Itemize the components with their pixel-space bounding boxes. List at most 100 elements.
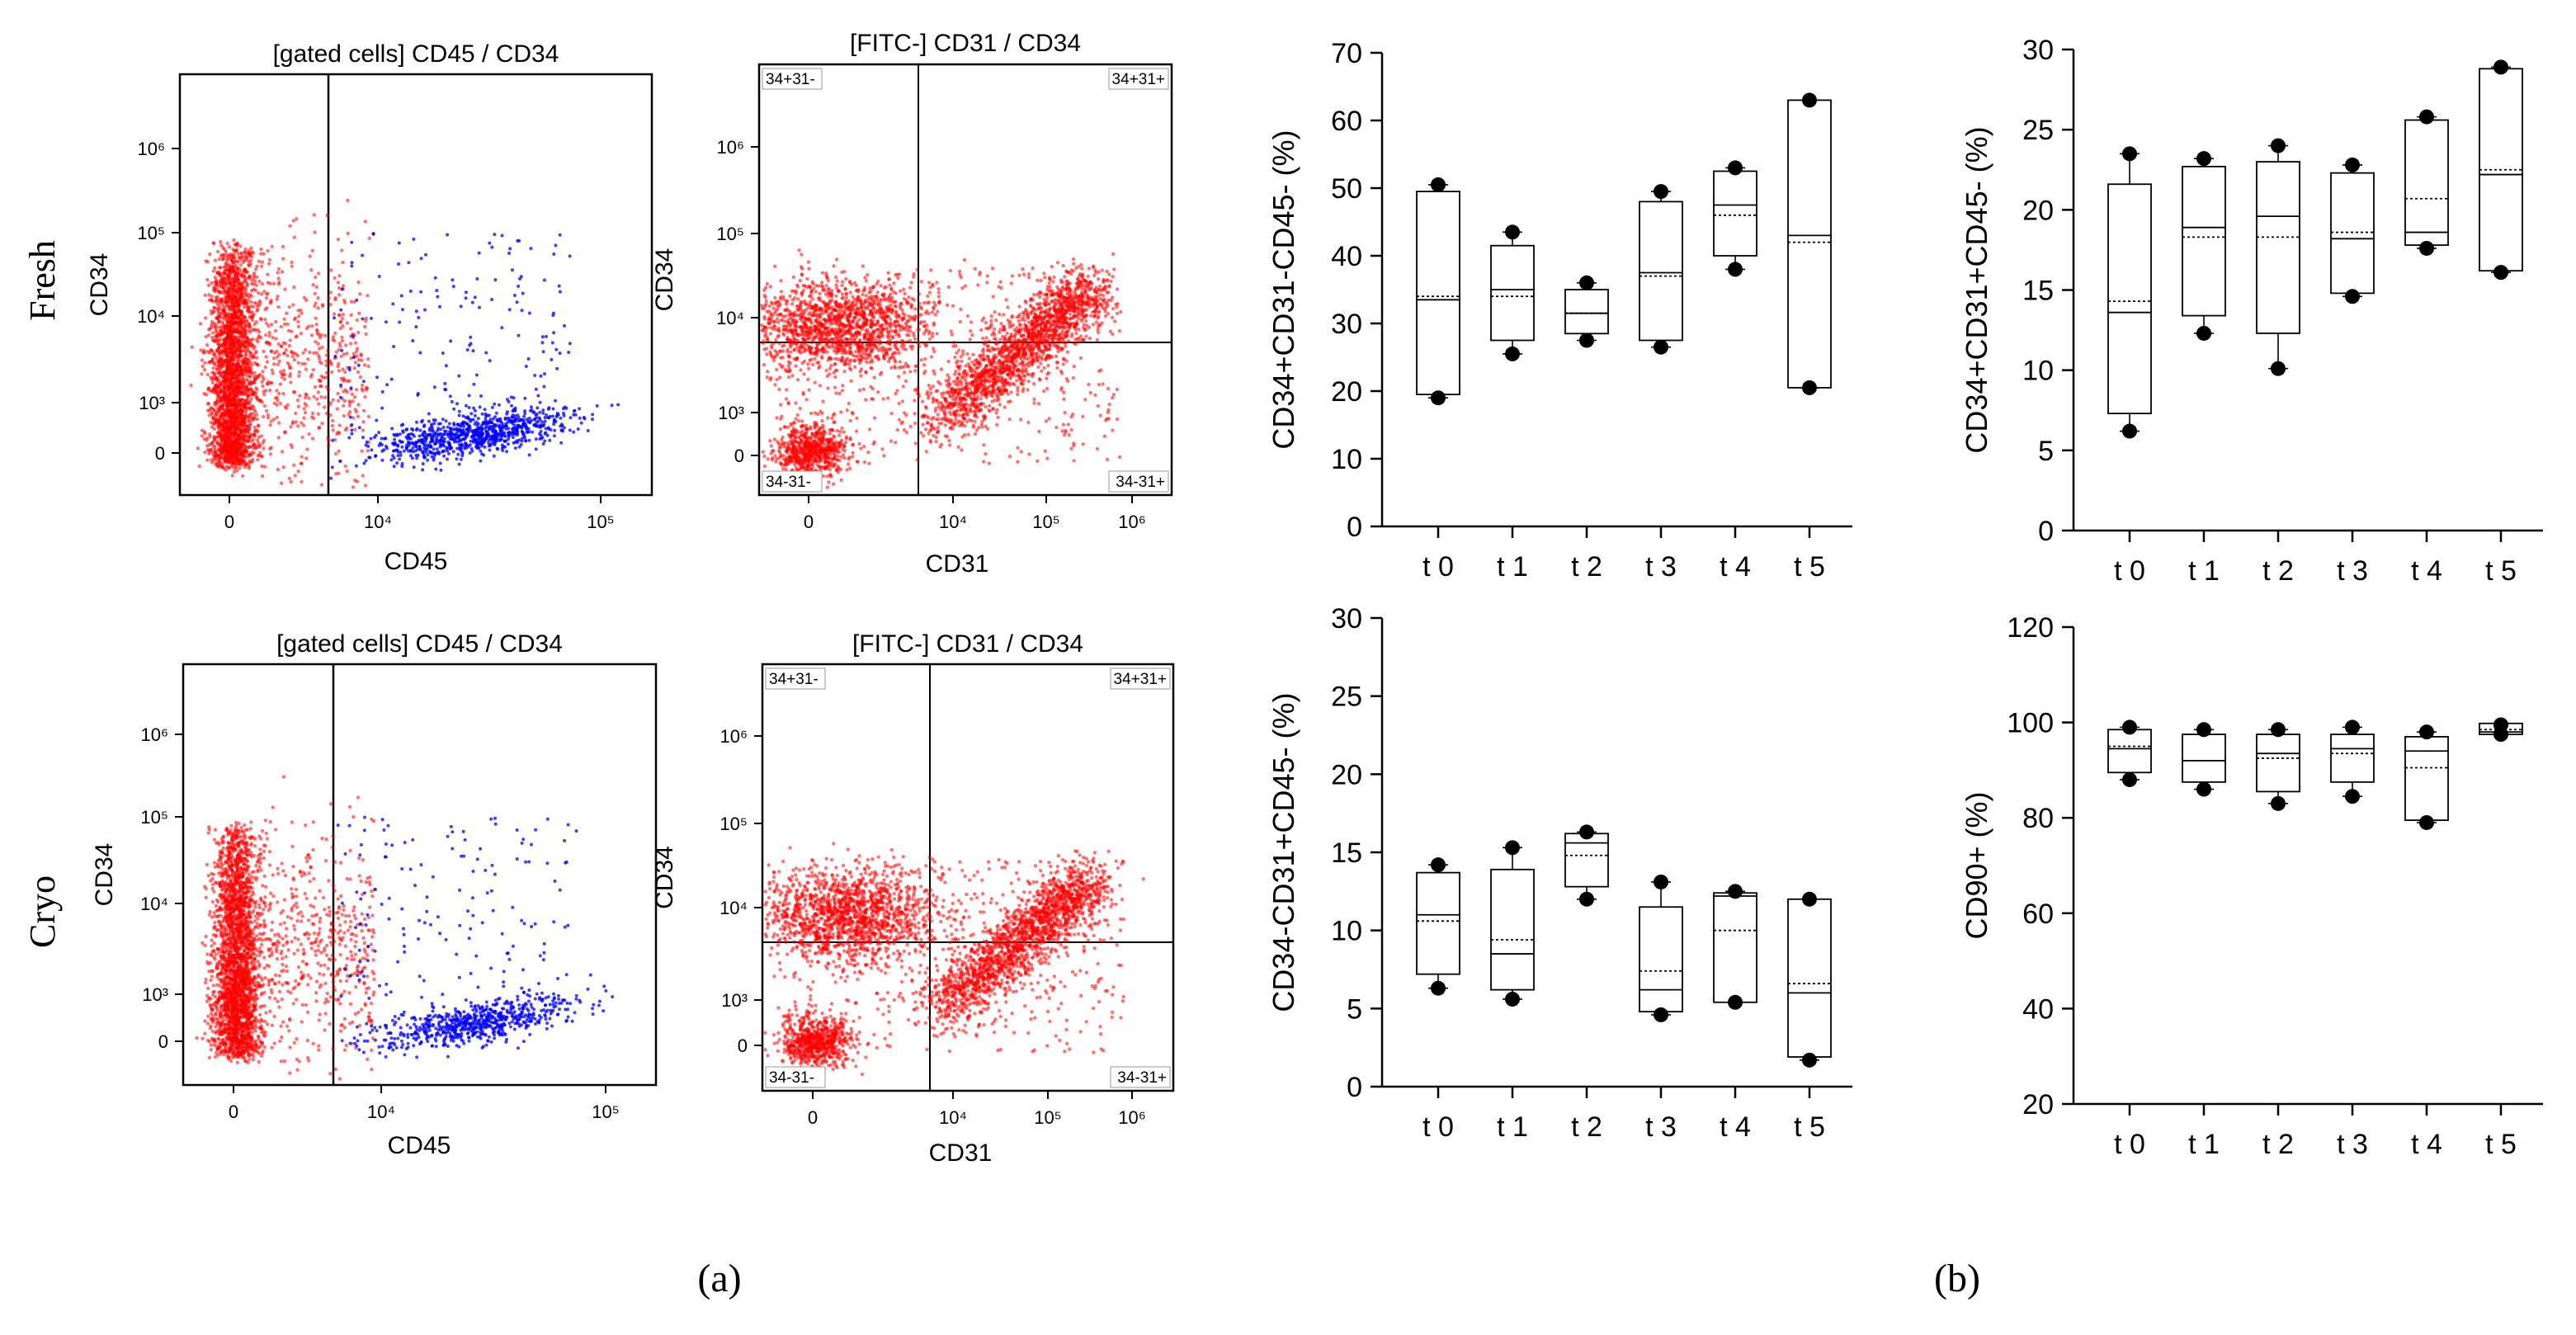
event-dot <box>432 458 436 462</box>
x-tick-label: t 3 <box>2337 1129 2368 1160</box>
event-dot <box>234 415 238 420</box>
event-dot <box>190 345 194 349</box>
event-dot <box>225 404 230 408</box>
event-dot <box>366 445 370 448</box>
event-dot <box>327 443 331 448</box>
outlier-point <box>2271 795 2286 811</box>
event-dot <box>419 257 423 261</box>
event-dot <box>282 317 286 321</box>
event-dot <box>308 350 312 355</box>
outlier-point <box>2493 265 2508 281</box>
event-dot <box>474 420 479 424</box>
event-dot <box>259 264 264 268</box>
event-dot <box>201 364 205 369</box>
event-dot <box>266 272 270 276</box>
event-dot <box>522 421 526 425</box>
box-iqr <box>2107 729 2152 774</box>
event-dot <box>274 319 278 324</box>
event-dot <box>215 389 219 394</box>
event-dot <box>547 406 551 410</box>
event-dot <box>918 344 922 349</box>
event-dot <box>817 366 821 370</box>
event-dot <box>533 374 537 377</box>
event-dot <box>255 375 259 380</box>
event-dot <box>316 342 320 346</box>
event-dot <box>307 396 311 400</box>
event-dot <box>235 456 240 461</box>
y-tick-label: 0 <box>1347 1072 1362 1103</box>
event-dot <box>460 450 465 454</box>
event-dot <box>457 409 461 413</box>
event-dot <box>511 426 515 430</box>
event-dot <box>357 311 361 315</box>
event-dot <box>465 422 469 426</box>
event-dot <box>366 364 370 368</box>
event-dot <box>328 359 332 363</box>
event-dot <box>336 281 340 285</box>
event-dot <box>468 443 472 447</box>
outlier-point <box>1431 980 1446 996</box>
event-dot <box>227 422 231 427</box>
event-dot <box>252 287 256 291</box>
event-dot <box>224 412 228 416</box>
event-dot <box>205 277 210 282</box>
y-tick-label: 15 <box>2022 276 2054 307</box>
event-dot <box>242 258 246 262</box>
event-dot <box>219 243 224 248</box>
event-dot <box>281 391 285 396</box>
event-dot <box>210 407 214 411</box>
event-dot <box>351 356 356 360</box>
event-dot <box>262 290 267 294</box>
event-dot <box>227 245 232 249</box>
event-dot <box>355 354 359 358</box>
event-dot <box>923 329 927 333</box>
event-dot <box>323 395 328 399</box>
event-dot <box>244 405 248 409</box>
event-dot <box>448 430 451 434</box>
event-dot <box>284 348 288 352</box>
event-dot <box>483 408 487 412</box>
event-dot <box>473 295 477 300</box>
event-dot <box>280 375 284 380</box>
event-dot <box>337 293 342 297</box>
outlier-point <box>2493 59 2508 75</box>
event-dot <box>361 389 365 393</box>
event-dot <box>366 357 370 361</box>
event-dot <box>212 427 217 431</box>
event-dot <box>810 280 814 284</box>
event-dot <box>207 413 211 417</box>
event-dot <box>303 347 308 352</box>
event-dot <box>374 454 378 458</box>
outlier-point <box>2196 722 2211 738</box>
event-dot <box>264 355 268 359</box>
event-dot <box>341 312 345 317</box>
event-dot <box>521 436 525 441</box>
event-dot <box>241 474 245 478</box>
x-tick-label: t 0 <box>1422 551 1454 583</box>
event-dot <box>242 402 246 406</box>
event-dot <box>237 319 242 324</box>
event-dot <box>423 308 427 312</box>
event-dot <box>897 351 901 356</box>
event-dot <box>333 338 337 343</box>
event-dot <box>219 329 223 333</box>
x-tick-label: 10⁵ <box>587 512 615 532</box>
event-dot <box>336 431 340 435</box>
event-dot <box>360 358 364 362</box>
event-dot <box>237 370 241 374</box>
event-dot <box>215 375 219 380</box>
event-dot <box>333 316 336 320</box>
event-dot <box>904 300 909 304</box>
event-dot <box>259 247 263 252</box>
event-dot <box>393 433 397 437</box>
event-dot <box>545 413 549 417</box>
event-dot <box>343 370 347 374</box>
event-dot <box>247 402 252 406</box>
event-dot <box>538 436 542 441</box>
event-dot <box>230 330 234 334</box>
event-dot <box>349 386 353 390</box>
event-dot <box>421 451 425 455</box>
y-axis-label: CD34 <box>651 248 678 312</box>
event-dot <box>543 419 547 423</box>
